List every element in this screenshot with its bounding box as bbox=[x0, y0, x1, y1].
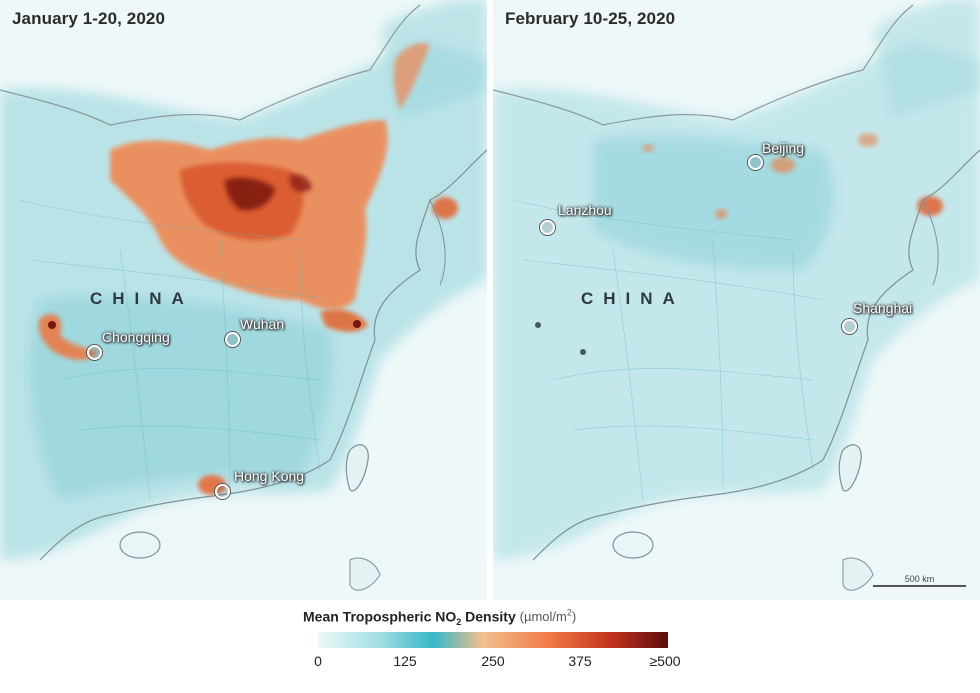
map-panel-january: January 1-20, 2020 CHINA Chongqing Wuhan… bbox=[0, 0, 487, 600]
country-label-china: CHINA bbox=[581, 289, 685, 308]
location-marker-icon bbox=[842, 319, 857, 334]
legend-tick-125: 125 bbox=[393, 653, 417, 669]
no2-map-february bbox=[493, 0, 980, 600]
location-marker-icon bbox=[540, 220, 555, 235]
no2-map-january bbox=[0, 0, 487, 600]
location-marker-icon bbox=[215, 484, 230, 499]
location-marker-icon bbox=[225, 332, 240, 347]
location-marker-icon bbox=[87, 345, 102, 360]
legend-unit-suffix: ) bbox=[571, 609, 577, 625]
legend-tick-250: 250 bbox=[481, 653, 505, 669]
city-label-chongqing: Chongqing bbox=[102, 329, 170, 345]
panel-title-january: January 1-20, 2020 bbox=[12, 9, 166, 28]
legend-title-rest: Density bbox=[461, 608, 516, 625]
legend-title: Mean Tropospheric NO2 Density (µmol/m2) bbox=[303, 608, 683, 627]
legend-tick-0: 0 bbox=[314, 653, 322, 669]
color-scale-bar bbox=[318, 632, 668, 648]
city-label-beijing: Beijing bbox=[762, 140, 805, 156]
legend-unit-superscript: 2 bbox=[566, 608, 572, 618]
legend-unit: (µmol/m2) bbox=[519, 608, 577, 625]
city-label-shanghai: Shanghai bbox=[853, 300, 913, 316]
legend-tick-375: 375 bbox=[568, 653, 592, 669]
scale-bar-label: 500 km bbox=[904, 574, 935, 584]
city-label-hong-kong: Hong Kong bbox=[234, 468, 305, 484]
country-label-china: CHINA bbox=[90, 289, 194, 308]
legend-title-main: Mean Tropospheric NO bbox=[303, 608, 457, 625]
location-marker-icon bbox=[748, 155, 763, 170]
scale-bar: 500 km bbox=[873, 574, 966, 587]
city-label-lanzhou: Lanzhou bbox=[558, 202, 612, 218]
scale-bar-line bbox=[873, 585, 966, 587]
legend-unit-prefix: (µmol/m bbox=[519, 609, 567, 625]
city-label-wuhan: Wuhan bbox=[240, 316, 285, 332]
legend-title-subscript: 2 bbox=[456, 617, 462, 628]
panel-title-february: February 10-25, 2020 bbox=[505, 9, 676, 28]
legend-tick-500: ≥500 bbox=[649, 653, 681, 669]
legend: Mean Tropospheric NO2 Density (µmol/m2) … bbox=[303, 608, 683, 669]
map-panel-february: February 10-25, 2020 CHINA Beijing Lanzh… bbox=[493, 0, 980, 600]
